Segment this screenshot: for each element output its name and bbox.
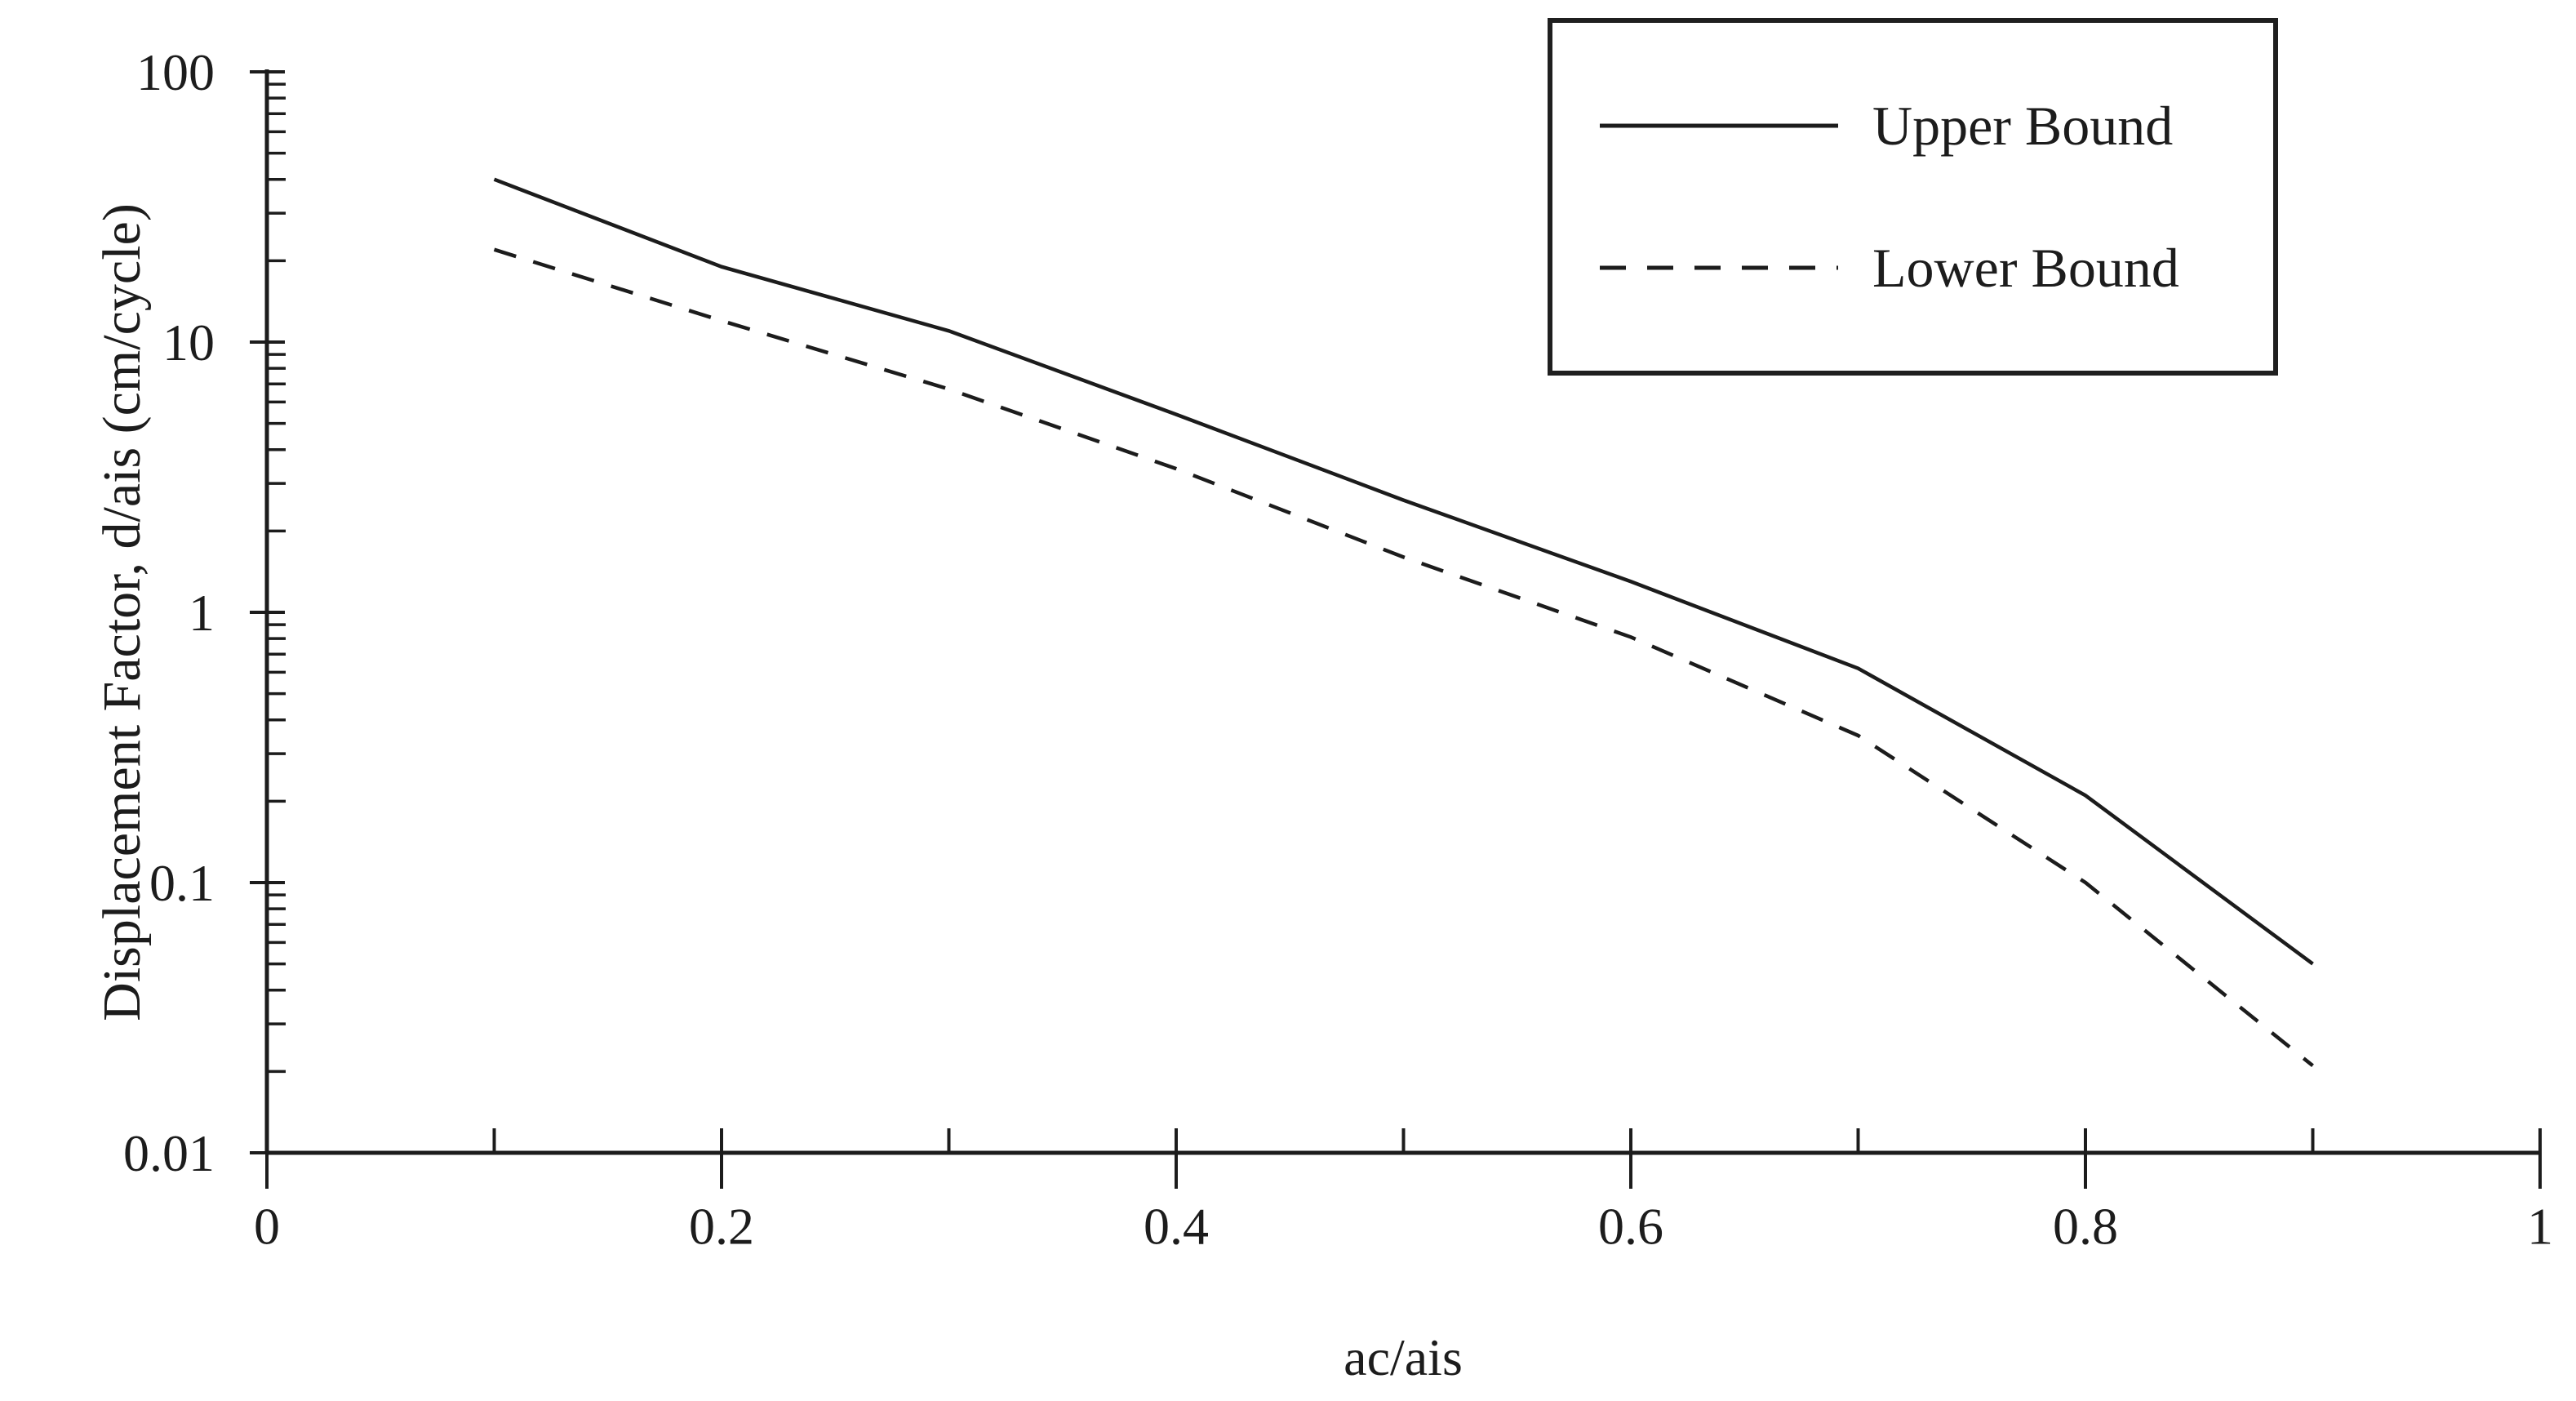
x-tick-label: 0.6 — [1598, 1198, 1663, 1256]
legend-label-lower-bound: Lower Bound — [1872, 237, 2179, 299]
upper-bound-line — [493, 177, 2314, 966]
upper-bound-line-sample — [1600, 123, 1838, 128]
x-tick-label: 1 — [2527, 1198, 2553, 1256]
lower-bound-line-sample — [1600, 265, 1838, 270]
legend-label-upper-bound: Upper Bound — [1872, 95, 2174, 157]
y-axis-title: Displacement Factor, d/ais (cm/cycle) — [92, 203, 152, 1021]
legend-item-upper-bound: Upper Bound — [1552, 87, 2273, 165]
x-tick-label: 0.2 — [689, 1198, 754, 1256]
x-axis-ticks: 0 0.2 0.4 0.6 0.8 1 — [254, 1128, 2553, 1256]
y-tick-label: 0.1 — [149, 854, 215, 912]
x-tick-label: 0 — [254, 1198, 280, 1256]
x-axis-title: ac/ais — [1344, 1328, 1463, 1386]
x-tick-label: 0.8 — [2053, 1198, 2118, 1256]
y-tick-label: 10 — [162, 314, 215, 371]
y-tick-label: 0.01 — [123, 1124, 215, 1182]
y-axis-ticks: 100 10 1 0.1 0.01 — [123, 43, 286, 1182]
legend: Upper Bound Lower Bound — [1548, 18, 2278, 376]
legend-item-lower-bound: Lower Bound — [1552, 229, 2273, 307]
x-tick-label: 0.4 — [1144, 1198, 1209, 1256]
y-tick-label: 100 — [136, 43, 215, 101]
y-tick-label: 1 — [189, 584, 215, 642]
lower-bound-line — [493, 247, 2314, 1068]
